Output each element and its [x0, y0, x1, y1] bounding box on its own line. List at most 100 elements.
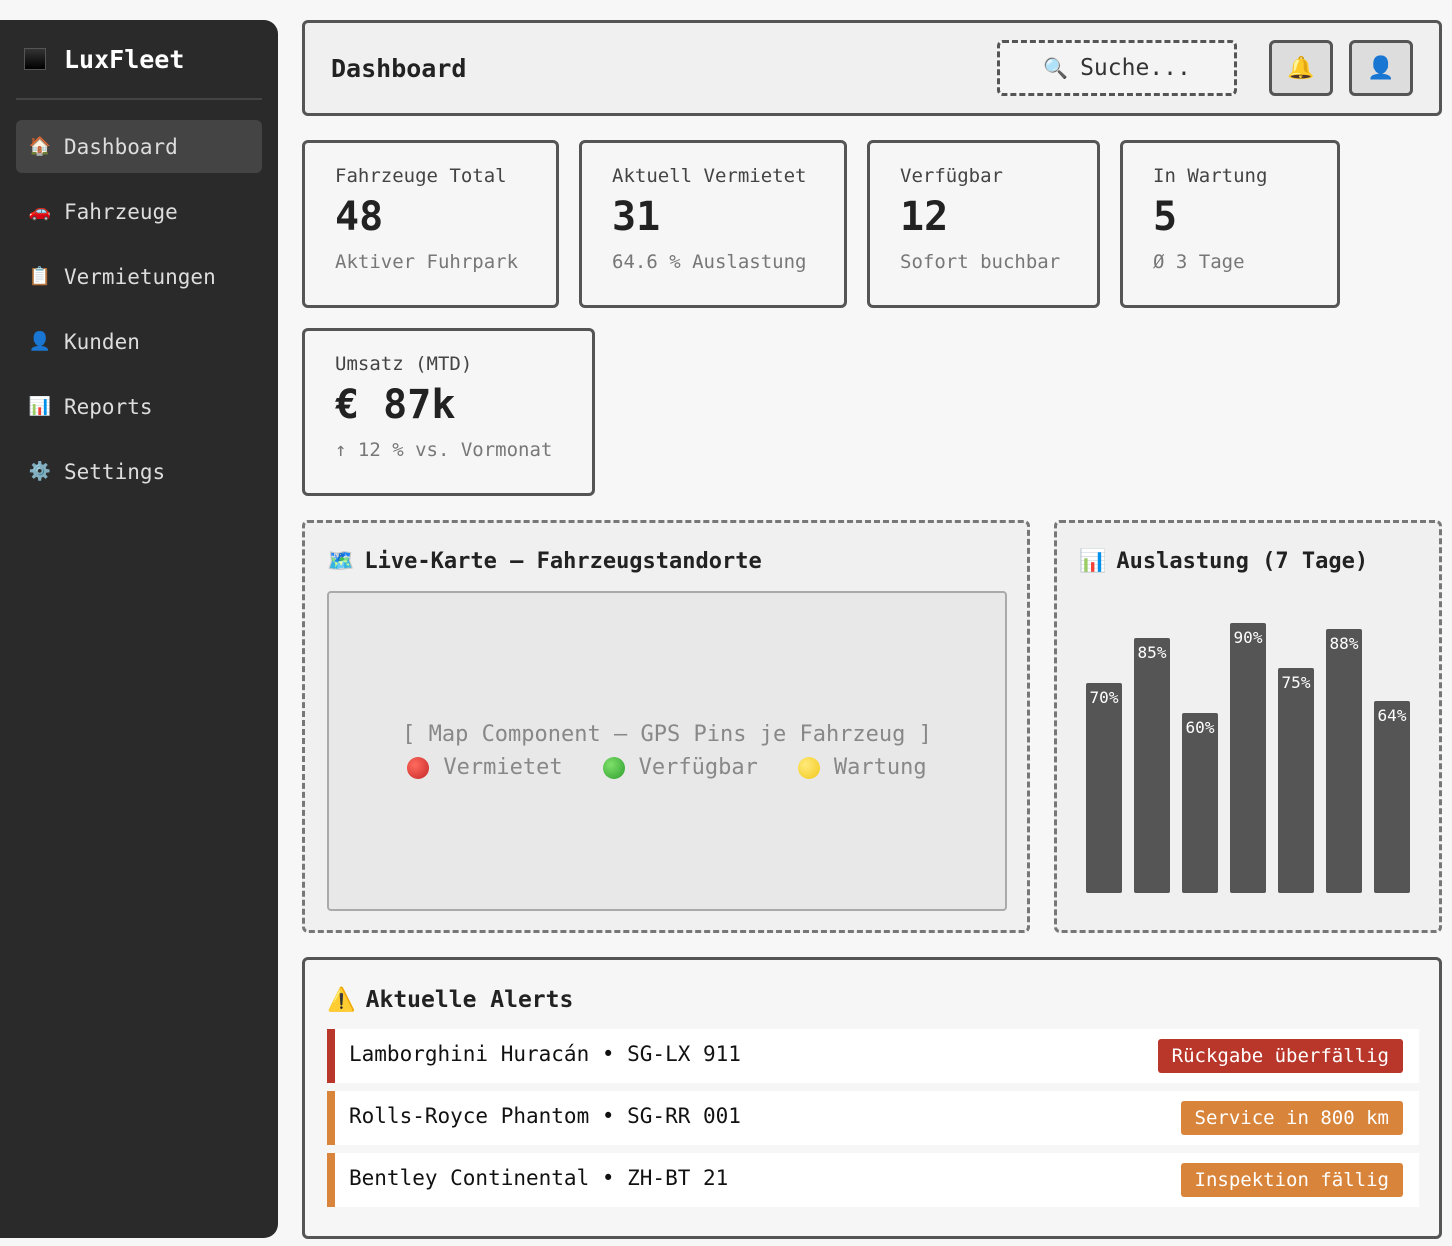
sidebar-item-kunden[interactable]: 👤 Kunden — [16, 315, 262, 368]
sidebar: LuxFleet 🏠 Dashboard 🚗 Fahrzeuge 📋 Vermi… — [0, 20, 278, 1238]
alert-text: Lamborghini Huracán • SG-LX 911 — [349, 1042, 741, 1066]
stat-label: Umsatz (MTD) — [335, 353, 473, 375]
map-placeholder: [ Map Component — GPS Pins je Fahrzeug ] — [402, 722, 932, 747]
green-dot-icon — [602, 756, 625, 779]
sidebar-item-settings[interactable]: ⚙️ Settings — [16, 445, 262, 498]
sidebar-item-label: Fahrzeuge — [64, 199, 178, 224]
utilization-chart: 70% 85% 60% 90% 75% 88% 64% — [1086, 623, 1410, 893]
stat-value: 31 — [612, 194, 661, 240]
stat-sub: 64.6 % Auslastung — [612, 251, 807, 273]
user-menu-button[interactable]: 👤 — [1349, 40, 1413, 96]
stat-value: 12 — [900, 194, 949, 240]
alert-badge: Service in 800 km — [1180, 1101, 1403, 1135]
legend-label: Verfügbar — [638, 755, 758, 780]
chart-bar — [1326, 629, 1362, 893]
sidebar-item-reports[interactable]: 📊 Reports — [16, 380, 262, 433]
logo-icon — [24, 48, 46, 70]
chart-data-label: 64% — [1378, 706, 1407, 725]
stat-label: Aktuell Vermietet — [612, 165, 807, 187]
home-icon: 🏠 — [28, 136, 52, 157]
sidebar-item-vermietungen[interactable]: 📋 Vermietungen — [16, 250, 262, 303]
header: Dashboard 🔍 Suche... 🔔 👤 — [302, 20, 1442, 116]
sidebar-item-label: Vermietungen — [64, 264, 216, 289]
bar-chart-icon: 📊 — [28, 396, 52, 417]
legend-label: Wartung — [833, 755, 927, 780]
chart-bar — [1086, 683, 1122, 893]
gear-icon: ⚙️ — [28, 461, 52, 482]
brand-name: LuxFleet — [64, 44, 185, 74]
chart-data-label: 88% — [1330, 634, 1359, 653]
user-icon: 👤 — [1367, 55, 1395, 81]
search-placeholder: Suche... — [1080, 55, 1191, 81]
search-input[interactable]: 🔍 Suche... — [997, 40, 1237, 96]
alert-text: Bentley Continental • ZH-BT 21 — [349, 1166, 729, 1190]
alert-row[interactable]: Bentley Continental • ZH-BT 21 Inspektio… — [327, 1153, 1419, 1207]
utilization-panel: 📊 Auslastung (7 Tage) 70% 85% 60% 90% 75% 88% 6… — [1054, 520, 1442, 933]
legend-item-available: Verfügbar — [602, 755, 758, 780]
alerts-panel: ⚠️ Aktuelle Alerts Lamborghini Huracán • … — [302, 957, 1442, 1239]
alerts-title: ⚠️ Aktuelle Alerts — [327, 986, 573, 1013]
sidebar-item-fahrzeuge[interactable]: 🚗 Fahrzeuge — [16, 185, 262, 238]
alert-row[interactable]: Lamborghini Huracán • SG-LX 911 Rückgabe… — [327, 1029, 1419, 1083]
legend-label: Vermietet — [443, 755, 563, 780]
chart-data-label: 85% — [1138, 643, 1167, 662]
clipboard-icon: 📋 — [28, 266, 52, 287]
legend-item-maintenance: Wartung — [797, 755, 927, 780]
map-title-text: Live-Karte — Fahrzeugstandorte — [364, 549, 762, 574]
map-title: 🗺️ Live-Karte — Fahrzeugstandorte — [327, 549, 762, 574]
stat-value: € 87k — [335, 382, 456, 428]
stat-sub: ↑ 12 % vs. Vormonat — [335, 439, 553, 461]
chart-data-label: 90% — [1234, 628, 1263, 647]
alert-badge: Rückgabe überfällig — [1157, 1039, 1403, 1073]
chart-bar — [1134, 638, 1170, 893]
map-legend: Vermietet Verfügbar Wartung — [407, 755, 927, 780]
stat-label: In Wartung — [1153, 165, 1268, 187]
alert-severity-bar — [327, 1091, 335, 1145]
chart-data-label: 60% — [1186, 718, 1215, 737]
alerts-title-text: Aktuelle Alerts — [365, 987, 574, 1013]
map-icon: 🗺️ — [327, 549, 355, 574]
red-dot-icon — [407, 756, 430, 779]
stat-label: Verfügbar — [900, 165, 1003, 187]
chart-data-label: 75% — [1282, 673, 1311, 692]
stat-card-available: Verfügbar 12 Sofort buchbar — [867, 140, 1100, 308]
alert-badge: Inspektion fällig — [1180, 1163, 1403, 1197]
stat-value: 48 — [335, 194, 384, 240]
stat-label: Fahrzeuge Total — [335, 165, 507, 187]
legend-item-rented: Vermietet — [407, 755, 563, 780]
chart-bar — [1374, 701, 1410, 893]
stat-card-revenue: Umsatz (MTD) € 87k ↑ 12 % vs. Vormonat — [302, 328, 595, 496]
stat-sub: Ø 3 Tage — [1153, 251, 1245, 273]
alert-severity-bar — [327, 1153, 335, 1207]
car-icon: 🚗 — [28, 201, 52, 222]
page-title: Dashboard — [331, 53, 467, 83]
warning-icon: ⚠️ — [327, 987, 356, 1013]
sidebar-item-label: Settings — [64, 459, 166, 484]
stat-card-total: Fahrzeuge Total 48 Aktiver Fuhrpark — [302, 140, 559, 308]
brand[interactable]: LuxFleet — [16, 20, 262, 100]
live-map[interactable]: [ Map Component — GPS Pins je Fahrzeug ]… — [327, 591, 1007, 911]
user-icon: 👤 — [28, 331, 52, 352]
stat-value: 5 — [1153, 194, 1178, 240]
chart-bar — [1278, 668, 1314, 893]
alert-text: Rolls-Royce Phantom • SG-RR 001 — [349, 1104, 741, 1128]
chart-title-text: Auslastung (7 Tage) — [1116, 549, 1369, 574]
sidebar-nav: 🏠 Dashboard 🚗 Fahrzeuge 📋 Vermietungen 👤… — [16, 120, 262, 498]
stat-card-maintenance: In Wartung 5 Ø 3 Tage — [1120, 140, 1340, 308]
chart-data-label: 70% — [1090, 688, 1119, 707]
alert-severity-bar — [327, 1029, 335, 1083]
chart-title: 📊 Auslastung (7 Tage) — [1079, 549, 1368, 574]
sidebar-item-label: Reports — [64, 394, 153, 419]
search-icon: 🔍 — [1043, 56, 1069, 80]
stat-sub: Sofort buchbar — [900, 251, 1061, 273]
bar-chart-icon: 📊 — [1079, 549, 1107, 574]
chart-bar — [1230, 623, 1266, 893]
alert-row[interactable]: Rolls-Royce Phantom • SG-RR 001 Service … — [327, 1091, 1419, 1145]
stat-sub: Aktiver Fuhrpark — [335, 251, 519, 273]
notifications-button[interactable]: 🔔 — [1269, 40, 1333, 96]
stat-card-rented: Aktuell Vermietet 31 64.6 % Auslastung — [579, 140, 847, 308]
map-panel: 🗺️ Live-Karte — Fahrzeugstandorte [ Map C… — [302, 520, 1030, 933]
sidebar-item-dashboard[interactable]: 🏠 Dashboard — [16, 120, 262, 173]
bell-icon: 🔔 — [1287, 55, 1315, 81]
sidebar-item-label: Kunden — [64, 329, 140, 354]
